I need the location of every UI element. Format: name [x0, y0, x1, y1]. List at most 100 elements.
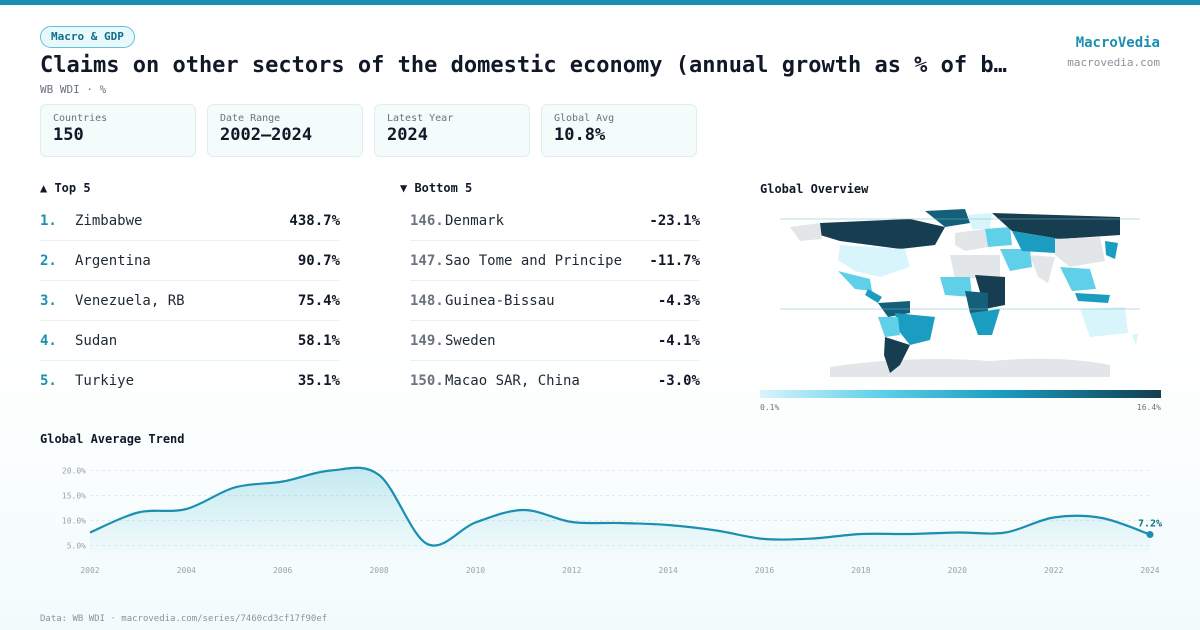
- brand-url[interactable]: macrovedia.com: [1067, 56, 1160, 69]
- list-item[interactable]: 146. Denmark -23.1%: [410, 201, 700, 241]
- map-region-southeast-asia: [1060, 267, 1096, 291]
- rank-number: 150.: [410, 373, 444, 389]
- country-value: 35.1%: [297, 373, 340, 389]
- trend-heading: Global Average Trend: [40, 432, 185, 446]
- list-item[interactable]: 5. Turkiye 35.1%: [40, 361, 340, 401]
- map-region-europe-west: [955, 229, 988, 251]
- map-region-indonesia: [1075, 293, 1110, 303]
- country-name: Sao Tome and Principe: [445, 252, 623, 269]
- x-tick-label: 2020: [948, 566, 967, 575]
- bottom5-list: 146. Denmark -23.1% 147. Sao Tome and Pr…: [410, 201, 700, 401]
- y-tick-label: 5.0%: [67, 542, 86, 551]
- trend-chart-svg: 5.0% 10.0% 15.0% 20.0% 2002 2004 2006 2008 2010 2…: [62, 466, 1162, 576]
- rank-number: 4.: [40, 332, 57, 349]
- map-region-canada: [820, 219, 945, 249]
- map-region-usa: [838, 245, 910, 277]
- page-title: Claims on other sectors of the domestic …: [40, 53, 1007, 78]
- country-value: -11.7%: [649, 252, 700, 269]
- country-name: Guinea-Bissau: [445, 292, 555, 309]
- country-value: -3.0%: [657, 373, 700, 389]
- map-region-southern-africa: [970, 309, 1000, 335]
- rank-number: 146.: [410, 212, 444, 229]
- list-item[interactable]: 149. Sweden -4.1%: [410, 321, 700, 361]
- rank-number: 148.: [410, 292, 444, 309]
- country-name: Turkiye: [75, 373, 135, 389]
- stat-card-countries: Countries 150: [40, 104, 196, 157]
- map-region-north-africa: [950, 255, 1000, 279]
- top5-list: 1. Zimbabwe 438.7% 2. Argentina 90.7% 3.…: [40, 201, 340, 401]
- stat-label: Global Avg: [554, 113, 615, 124]
- map-region-brazil: [895, 313, 935, 345]
- stat-value: 2024: [387, 125, 428, 145]
- map-region-new-zealand: [1132, 333, 1138, 345]
- map-region-argentina: [884, 337, 910, 373]
- stat-value: 2002–2024: [220, 125, 313, 145]
- country-name: Venezuela, RB: [75, 292, 185, 309]
- trend-last-label: 7.2%: [1138, 519, 1162, 530]
- brand-name[interactable]: MacroVedia: [1075, 35, 1160, 51]
- stat-value: 10.8%: [554, 125, 606, 145]
- list-item[interactable]: 2. Argentina 90.7%: [40, 241, 340, 281]
- page-subtitle: WB WDI · %: [40, 83, 107, 96]
- rank-number: 1.: [40, 212, 57, 229]
- x-tick-label: 2004: [177, 566, 196, 575]
- stat-card-date-range: Date Range 2002–2024: [207, 104, 363, 157]
- country-value: 438.7%: [289, 212, 340, 229]
- map-region-mexico: [838, 271, 872, 291]
- country-name: Zimbabwe: [75, 212, 143, 229]
- map-heading: Global Overview: [760, 182, 869, 196]
- country-value: 90.7%: [297, 252, 340, 269]
- list-item[interactable]: 147. Sao Tome and Principe -11.7%: [410, 241, 700, 281]
- map-region-west-africa: [940, 277, 972, 297]
- map-region-central-asia: [1012, 231, 1060, 253]
- map-region-china: [1055, 237, 1105, 267]
- stat-label: Date Range: [220, 113, 281, 124]
- map-region-scandinavia: [968, 213, 992, 229]
- x-tick-label: 2016: [755, 566, 774, 575]
- rank-number: 147.: [410, 252, 444, 269]
- rank-number: 2.: [40, 252, 57, 269]
- trend-chart[interactable]: 5.0% 10.0% 15.0% 20.0% 2002 2004 2006 2008 2010 2…: [40, 455, 1170, 585]
- y-tick-label: 15.0%: [62, 492, 86, 501]
- map-region-central-america: [865, 289, 882, 303]
- country-value: -4.3%: [657, 292, 700, 309]
- trend-area: [90, 467, 1150, 553]
- country-name: Sweden: [445, 332, 496, 349]
- map-region-india: [1030, 255, 1055, 283]
- world-choropleth-map[interactable]: [760, 205, 1161, 380]
- trend-line: [89, 466, 1151, 547]
- list-item[interactable]: 148. Guinea-Bissau -4.3%: [410, 281, 700, 321]
- map-region-middle-east: [1000, 249, 1032, 271]
- country-name: Macao SAR, China: [445, 373, 580, 389]
- list-item[interactable]: 3. Venezuela, RB 75.4%: [40, 281, 340, 321]
- list-item[interactable]: 1. Zimbabwe 438.7%: [40, 201, 340, 241]
- x-tick-label: 2024: [1140, 566, 1159, 575]
- list-item[interactable]: 4. Sudan 58.1%: [40, 321, 340, 361]
- source-footer: Data: WB WDI · macrovedia.com/series/746…: [40, 614, 328, 624]
- x-tick-label: 2022: [1044, 566, 1063, 575]
- y-tick-label: 10.0%: [62, 517, 86, 526]
- map-region-europe-east: [985, 227, 1012, 247]
- country-name: Argentina: [75, 252, 151, 269]
- map-region-japan-korea: [1105, 241, 1118, 259]
- x-tick-label: 2006: [273, 566, 292, 575]
- country-value: -4.1%: [657, 332, 700, 349]
- brand-block: MacroVedia macrovedia.com: [1067, 35, 1160, 69]
- bottom5-heading: ▼ Bottom 5: [400, 181, 473, 195]
- map-region-russia: [992, 213, 1120, 239]
- rank-number: 5.: [40, 373, 57, 389]
- stat-label: Countries: [53, 113, 108, 124]
- x-tick-label: 2014: [659, 566, 678, 575]
- world-map-svg: [780, 209, 1140, 377]
- stat-label: Latest Year: [387, 113, 454, 124]
- country-value: 75.4%: [297, 292, 340, 309]
- map-region-peru-bolivia: [878, 317, 900, 337]
- x-tick-label: 2008: [369, 566, 388, 575]
- country-value: -23.1%: [649, 212, 700, 229]
- list-item[interactable]: 150. Macao SAR, China -3.0%: [410, 361, 700, 401]
- country-name: Denmark: [445, 212, 505, 229]
- category-badge[interactable]: Macro & GDP: [40, 26, 135, 48]
- map-region-greenland: [925, 209, 970, 227]
- x-tick-label: 2010: [466, 566, 485, 575]
- stat-value: 150: [53, 125, 84, 145]
